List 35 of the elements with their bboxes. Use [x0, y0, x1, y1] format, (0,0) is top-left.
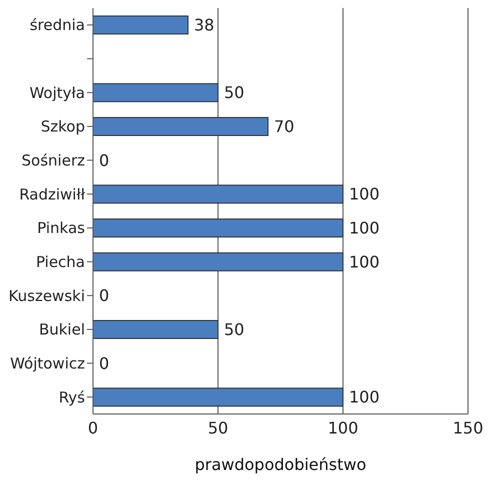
x-tick-label: 50: [208, 418, 228, 438]
data-label: 100: [349, 184, 380, 204]
bar: [93, 320, 218, 339]
x-tick-label: 0: [88, 418, 98, 438]
y-tick-label: Piecha: [36, 253, 85, 272]
x-tick-label: 100: [328, 418, 358, 438]
bar: [93, 16, 188, 34]
data-label: 50: [224, 83, 244, 102]
bar: [93, 117, 268, 136]
y-tick-label: Ryś: [58, 388, 86, 406]
y-tick-label: Radziwiłł: [19, 185, 86, 204]
data-label: 0: [99, 286, 110, 306]
y-tick-label: Bukiel: [38, 320, 85, 339]
bar: [93, 218, 344, 238]
bar: [93, 388, 344, 407]
bar: [93, 252, 344, 272]
data-label: 100: [349, 252, 380, 272]
data-label: 100: [349, 388, 380, 407]
y-tick-label: średnia: [30, 16, 85, 34]
bar: [93, 83, 218, 102]
data-label: 100: [349, 218, 380, 238]
y-tick-label: Pinkas: [37, 219, 86, 238]
data-label: 0: [99, 150, 110, 170]
x-tick-label: 150: [452, 418, 484, 438]
data-label: 50: [224, 320, 244, 339]
data-label: 0: [99, 354, 110, 373]
y-tick-label: Wojtyła: [29, 84, 85, 102]
y-tick-label: Szkop: [40, 118, 85, 136]
bar: [93, 184, 344, 204]
data-label: 70: [274, 117, 294, 136]
x-axis-title: prawdopodobieństwo: [194, 455, 366, 474]
y-tick-label: Sośnierz: [22, 152, 86, 170]
data-label: 38: [194, 16, 214, 34]
y-tick-label: Wójtowicz: [10, 354, 86, 373]
y-tick-label: Kuszewski: [8, 286, 85, 305]
